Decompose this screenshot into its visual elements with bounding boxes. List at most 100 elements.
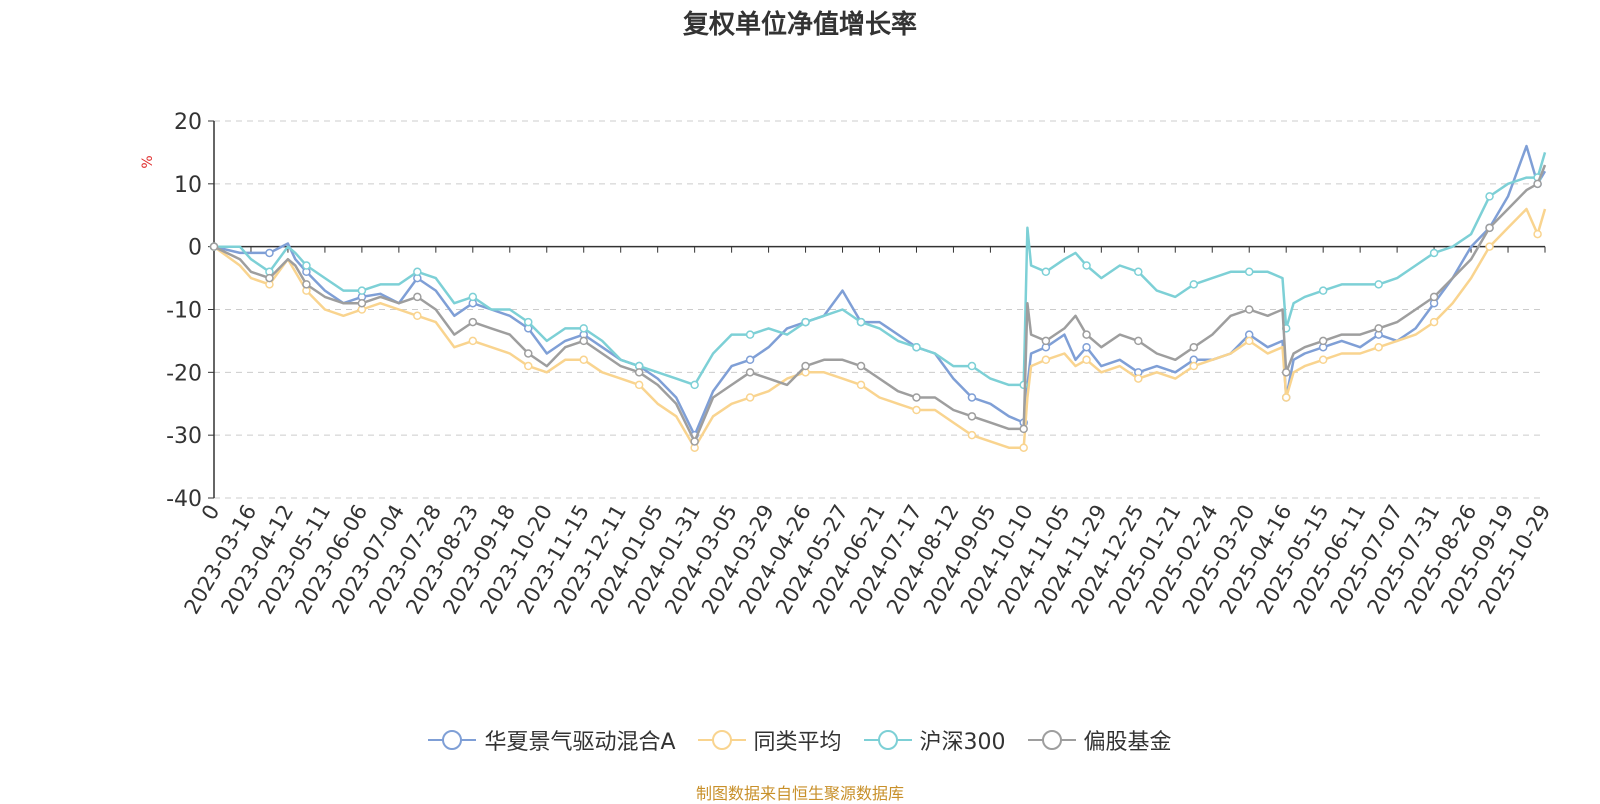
legend-label: 沪深300 <box>919 730 1006 755</box>
data-point <box>1041 267 1051 277</box>
legend-item[interactable]: 沪深300 <box>863 724 1006 756</box>
data-point <box>1533 179 1542 189</box>
data-point <box>1082 342 1091 352</box>
legend-label: 偏股基金 <box>1083 730 1172 755</box>
y-tick-label: -40 <box>166 487 202 512</box>
data-point <box>357 286 367 295</box>
data-point <box>1429 317 1439 327</box>
legend-item[interactable]: 同类平均 <box>697 724 842 756</box>
data-point <box>634 380 644 390</box>
data-point <box>634 368 644 377</box>
legend-item[interactable]: 偏股基金 <box>1027 724 1172 756</box>
data-point <box>856 317 866 327</box>
data-point <box>1485 223 1494 233</box>
data-point <box>413 292 422 302</box>
legend-swatch <box>863 730 912 750</box>
series-line-4 <box>213 164 1547 443</box>
legend-swatch <box>1027 730 1076 750</box>
data-point <box>1374 324 1383 333</box>
data-point <box>1189 280 1199 289</box>
data-point <box>265 248 274 258</box>
data-point <box>801 317 810 327</box>
data-point <box>579 324 588 333</box>
data-point <box>413 311 422 321</box>
data-point <box>745 330 755 339</box>
data-point <box>524 317 533 327</box>
data-point <box>1244 267 1254 277</box>
data-point <box>1041 355 1051 365</box>
x-tick-label: 0 <box>197 501 224 525</box>
data-point <box>745 355 755 365</box>
data-point <box>1019 424 1028 434</box>
data-point <box>967 412 977 421</box>
y-tick-label: -20 <box>166 361 202 386</box>
data-point <box>856 380 866 390</box>
data-point <box>1318 286 1328 295</box>
data-point <box>967 393 977 402</box>
data-point <box>1019 443 1028 452</box>
data-point <box>1134 374 1143 383</box>
data-point <box>967 361 977 371</box>
legend-swatch <box>428 730 477 750</box>
series-line-3 <box>214 152 1547 387</box>
y-tick-label: -30 <box>166 424 202 449</box>
data-point <box>1082 330 1091 339</box>
data-point <box>1082 355 1091 365</box>
data-point <box>265 273 274 283</box>
data-point <box>1374 280 1383 289</box>
data-point <box>1134 336 1143 346</box>
data-point <box>1189 342 1199 352</box>
data-point <box>912 393 921 402</box>
data-point <box>524 349 533 358</box>
y-tick-label: 20 <box>174 110 202 135</box>
data-point <box>413 267 422 277</box>
data-point <box>468 292 478 302</box>
chart-title: 复权单位净值增长率 <box>682 10 917 40</box>
data-point <box>690 437 699 446</box>
series-lines <box>209 144 1547 452</box>
data-point <box>745 368 755 377</box>
data-point <box>1082 261 1091 270</box>
y-tick-label: 10 <box>174 173 202 198</box>
data-point <box>357 298 367 308</box>
data-point <box>1533 229 1542 239</box>
data-point <box>912 405 921 415</box>
data-point <box>1189 361 1199 371</box>
source-note: 制图数据来自恒生聚源数据库 <box>695 784 904 803</box>
legend-label: 华夏景气驱动混合A <box>484 730 676 755</box>
data-point <box>468 317 478 327</box>
grid-lines <box>214 120 1545 499</box>
data-point <box>1244 336 1254 346</box>
y-axis-label: % <box>140 155 156 168</box>
data-point <box>690 380 699 390</box>
data-point <box>1429 248 1439 258</box>
y-tick-label: -10 <box>166 299 202 324</box>
legend-swatch <box>697 730 746 750</box>
data-point <box>579 355 588 365</box>
data-point <box>468 336 478 346</box>
legend-item[interactable]: 华夏景气驱动混合A <box>428 724 676 756</box>
chart-legend: 华夏景气驱动混合A 同类平均 沪深300 偏股基金 <box>0 724 1600 756</box>
y-tick-label: 0 <box>188 236 202 261</box>
data-point <box>1485 192 1494 201</box>
data-point <box>1429 292 1439 302</box>
data-point <box>801 361 810 371</box>
data-point <box>1244 305 1254 314</box>
data-point <box>1041 336 1051 346</box>
data-point <box>856 361 866 371</box>
data-point <box>1281 393 1291 402</box>
data-point <box>745 393 755 402</box>
series-line-1 <box>213 144 1547 437</box>
data-point <box>1318 355 1328 365</box>
data-point <box>1485 242 1494 251</box>
data-point <box>302 261 311 270</box>
data-point <box>1374 342 1383 352</box>
data-point <box>524 361 533 371</box>
data-point <box>1134 267 1143 277</box>
data-point <box>1318 336 1328 346</box>
data-point <box>579 336 588 346</box>
data-point <box>967 430 977 440</box>
data-point <box>912 342 921 352</box>
data-point <box>302 280 311 289</box>
